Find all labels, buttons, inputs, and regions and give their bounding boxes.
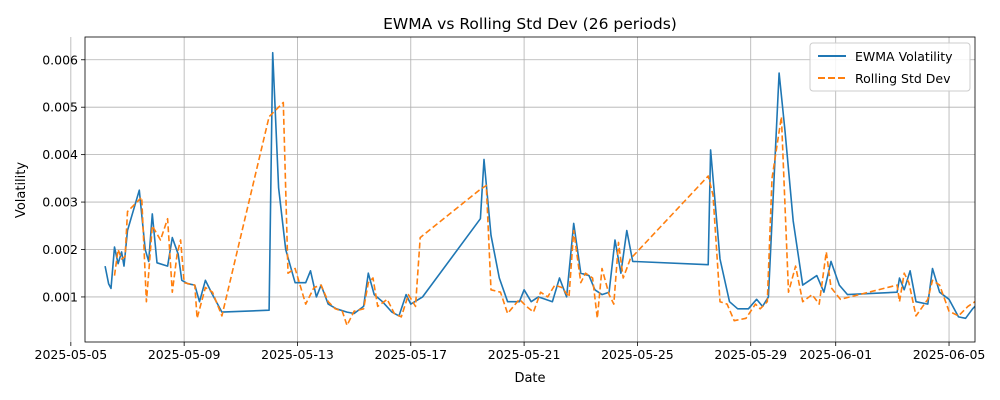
legend: EWMA Volatility Rolling Std Dev (809, 42, 971, 92)
x-tick-label: 2025-05-05 (35, 347, 108, 362)
y-tick-label: 0.004 (42, 147, 78, 162)
plot-frame (84, 36, 976, 343)
x-tick-label: 2025-05-09 (148, 347, 221, 362)
x-axis: 2025-05-05 2025-05-09 2025-05-13 2025-05-17… (35, 342, 986, 362)
x-tick-label: 2025-05-29 (714, 347, 787, 362)
x-tick-label: 2025-06-05 (913, 347, 986, 362)
y-tick-label: 0.001 (42, 289, 78, 304)
series-line-rolling-std (113, 101, 975, 327)
x-tick-label: 2025-05-21 (488, 347, 561, 362)
x-tick-label: 2025-05-13 (261, 347, 334, 362)
legend-box (809, 42, 971, 92)
y-tick-label: 0.003 (42, 195, 78, 210)
x-tick-label: 2025-05-17 (374, 347, 447, 362)
x-tick-label: 2025-05-25 (601, 347, 674, 362)
x-axis-label: Date (514, 371, 545, 386)
legend-label-rolling-std: Rolling Std Dev (855, 71, 951, 86)
x-tick-label: 2025-06-01 (799, 347, 872, 362)
y-tick-label: 0.005 (42, 100, 78, 115)
y-axis: 0.001 0.002 0.003 0.004 0.005 0.006 (42, 52, 85, 304)
y-tick-label: 0.006 (42, 52, 78, 67)
chart-title: EWMA vs Rolling Std Dev (26 periods) (383, 15, 677, 33)
y-tick-label: 0.002 (42, 242, 78, 257)
series-layer (104, 51, 975, 327)
legend-label-ewma: EWMA Volatility (855, 49, 953, 64)
y-axis-label: Volatility (14, 162, 29, 218)
